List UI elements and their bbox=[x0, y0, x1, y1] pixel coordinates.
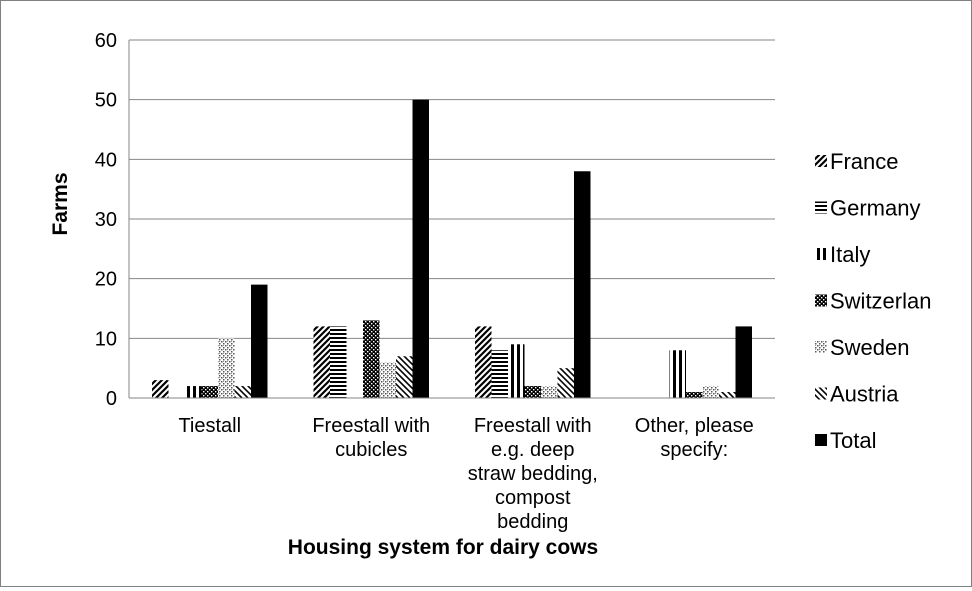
bar-austria bbox=[234, 386, 251, 398]
legend-swatch-italy bbox=[815, 248, 827, 260]
bar-italy bbox=[508, 344, 525, 398]
legend-label: Switzerlan bbox=[830, 289, 931, 314]
bar-total bbox=[251, 284, 268, 398]
y-tick-label: 10 bbox=[95, 328, 117, 350]
bar-total bbox=[574, 171, 591, 398]
bar-sweden bbox=[218, 338, 235, 398]
bar-sweden bbox=[541, 386, 558, 398]
bar-switzerlan bbox=[363, 320, 380, 398]
legend-swatch-france bbox=[815, 155, 827, 167]
bar-italy bbox=[669, 350, 686, 398]
x-category-label: cubicles bbox=[335, 439, 407, 461]
bar-total bbox=[412, 99, 429, 399]
legend-label: Germany bbox=[830, 196, 920, 221]
legend-label: Austria bbox=[830, 382, 899, 407]
legend: France Germany Italy Switzerlan Sweden Austri… bbox=[815, 149, 931, 453]
bar-france bbox=[152, 380, 169, 398]
legend-swatch-total bbox=[815, 434, 827, 446]
y-axis-title: Farms bbox=[49, 172, 72, 235]
x-category-label: specify: bbox=[660, 439, 728, 461]
bar-germany bbox=[330, 326, 347, 398]
y-tick-label: 60 bbox=[95, 30, 117, 52]
legend-label: Sweden bbox=[830, 335, 910, 360]
bar-france bbox=[313, 326, 330, 398]
bar-switzerlan bbox=[201, 386, 218, 398]
gridlines bbox=[129, 39, 775, 339]
y-tick-label: 20 bbox=[95, 269, 117, 291]
legend-label: Italy bbox=[830, 242, 870, 267]
bar-germany bbox=[491, 350, 508, 398]
legend-swatch-switzerlan bbox=[815, 294, 827, 307]
y-tick-label: 40 bbox=[95, 149, 117, 171]
bar-austria bbox=[396, 356, 413, 398]
bar-italy bbox=[185, 386, 202, 398]
x-category-label: e.g. deep bbox=[491, 439, 574, 461]
legend-swatch-austria bbox=[815, 387, 827, 400]
x-category-labels: Tiestall Freestall withcubiclesFreestall … bbox=[178, 415, 753, 533]
x-category-label: Tiestall bbox=[178, 415, 241, 437]
bar-total bbox=[735, 326, 752, 398]
bar-switzerlan bbox=[524, 386, 541, 398]
bar-sweden bbox=[379, 362, 396, 398]
y-tick-label: 50 bbox=[95, 90, 117, 112]
bar-france bbox=[475, 326, 492, 398]
x-category-label: straw bedding, bbox=[468, 463, 598, 485]
bar-sweden bbox=[702, 386, 719, 398]
bar-switzerlan bbox=[686, 392, 703, 398]
x-axis-title: Housing system for dairy cows bbox=[288, 536, 598, 559]
x-category-label: Freestall with bbox=[474, 415, 592, 437]
axes bbox=[128, 40, 775, 399]
x-category-label: bedding bbox=[497, 511, 568, 533]
legend-swatch-sweden bbox=[815, 341, 827, 353]
legend-swatch-germany bbox=[815, 201, 827, 214]
bar-austria bbox=[557, 368, 574, 398]
bar-austria bbox=[719, 392, 736, 398]
x-category-label: Other, please bbox=[635, 415, 754, 437]
x-category-label: Freestall with bbox=[312, 415, 430, 437]
legend-label: France bbox=[830, 149, 898, 174]
x-category-label: compost bbox=[495, 487, 571, 509]
bars bbox=[152, 99, 752, 399]
y-tick-label: 30 bbox=[95, 209, 117, 231]
y-tick-labels: 0 10 20 30 40 50 60 bbox=[95, 30, 117, 410]
y-tick-label: 0 bbox=[106, 388, 117, 410]
legend-label: Total bbox=[830, 428, 876, 453]
